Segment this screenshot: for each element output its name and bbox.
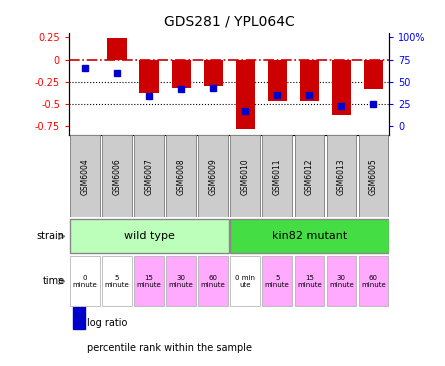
Text: GSM6006: GSM6006 [113, 158, 121, 195]
Bar [203, 60, 223, 86]
FancyBboxPatch shape [231, 135, 260, 217]
FancyBboxPatch shape [263, 135, 292, 217]
FancyBboxPatch shape [102, 135, 132, 217]
FancyBboxPatch shape [134, 135, 164, 217]
FancyBboxPatch shape [359, 135, 388, 217]
FancyBboxPatch shape [70, 135, 100, 217]
FancyBboxPatch shape [359, 256, 388, 306]
FancyBboxPatch shape [198, 256, 228, 306]
Bar [107, 38, 127, 60]
Text: 15
minute: 15 minute [137, 275, 162, 288]
FancyBboxPatch shape [166, 135, 196, 217]
Text: GSM6007: GSM6007 [145, 158, 154, 195]
FancyBboxPatch shape [102, 256, 132, 306]
FancyBboxPatch shape [263, 256, 292, 306]
Text: GSM6004: GSM6004 [81, 158, 89, 195]
Text: 15
minute: 15 minute [297, 275, 322, 288]
FancyBboxPatch shape [230, 219, 389, 253]
Text: GSM6011: GSM6011 [273, 158, 282, 195]
Text: percentile rank within the sample: percentile rank within the sample [87, 343, 252, 353]
Bar [235, 60, 255, 129]
Bar [267, 60, 287, 101]
Bar [139, 60, 159, 93]
Text: 5
minute: 5 minute [105, 275, 129, 288]
FancyBboxPatch shape [295, 256, 324, 306]
Text: 30
minute: 30 minute [329, 275, 354, 288]
Text: GSM6005: GSM6005 [369, 158, 378, 195]
FancyBboxPatch shape [231, 256, 260, 306]
FancyBboxPatch shape [69, 219, 229, 253]
FancyBboxPatch shape [198, 135, 228, 217]
Text: 0
minute: 0 minute [73, 275, 97, 288]
FancyBboxPatch shape [295, 135, 324, 217]
Text: GSM6012: GSM6012 [305, 158, 314, 195]
Title: GDS281 / YPL064C: GDS281 / YPL064C [164, 15, 295, 29]
Text: GSM6013: GSM6013 [337, 158, 346, 195]
Text: 60
minute: 60 minute [201, 275, 226, 288]
Bar [364, 60, 383, 89]
Text: 30
minute: 30 minute [169, 275, 194, 288]
Bar [332, 60, 351, 115]
FancyBboxPatch shape [70, 256, 100, 306]
Bar [73, 190, 85, 329]
Text: GSM6008: GSM6008 [177, 158, 186, 195]
FancyBboxPatch shape [327, 256, 356, 306]
Text: wild type: wild type [124, 231, 174, 241]
Text: time: time [42, 276, 65, 286]
Bar [171, 60, 191, 88]
FancyBboxPatch shape [166, 256, 196, 306]
Text: log ratio: log ratio [87, 318, 127, 328]
FancyBboxPatch shape [327, 135, 356, 217]
Text: strain: strain [36, 231, 65, 241]
FancyBboxPatch shape [134, 256, 164, 306]
Text: GSM6009: GSM6009 [209, 158, 218, 195]
Bar [73, 26, 85, 165]
Text: 5
minute: 5 minute [265, 275, 290, 288]
Text: 60
minute: 60 minute [361, 275, 386, 288]
Text: kin82 mutant: kin82 mutant [271, 231, 347, 241]
Bar [299, 60, 319, 101]
Text: GSM6010: GSM6010 [241, 158, 250, 195]
Text: 0 min
ute: 0 min ute [235, 275, 255, 288]
